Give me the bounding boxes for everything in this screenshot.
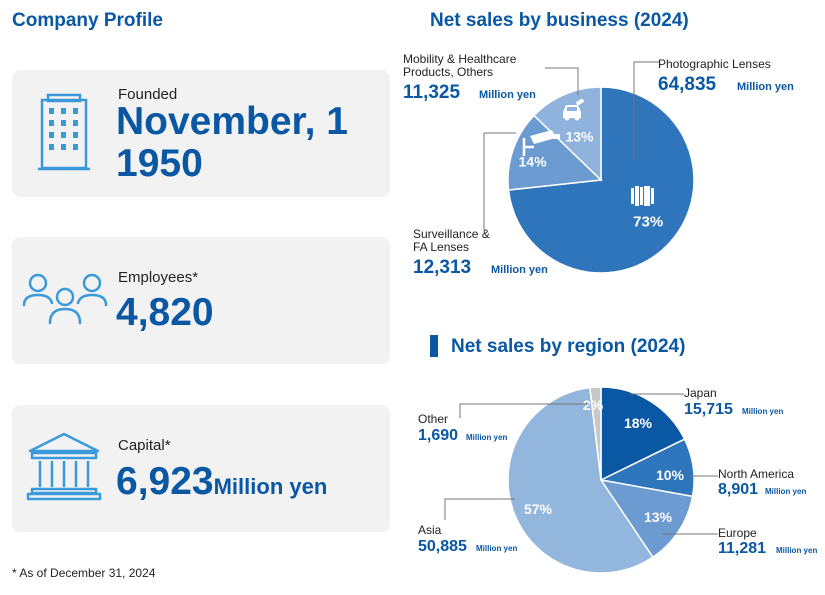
employees-card: Employees* 4,820 [12, 237, 390, 364]
region-value-4: 1,690 [418, 427, 458, 444]
camera-icon [522, 130, 560, 156]
region-value-3: 50,885 [418, 538, 467, 555]
business-value-2: 11,325 [403, 82, 460, 103]
business-value-1: 12,313 [413, 257, 471, 278]
capital-value: 6,923 [116, 460, 214, 503]
region-unit-2: Million yen [776, 546, 817, 555]
employees-label: Employees* [118, 269, 199, 286]
region-label-3: Asia [418, 523, 442, 537]
founded-value-line1: November, 1 [116, 100, 348, 143]
region-pct-3: 57% [524, 501, 553, 517]
employees-value: 4,820 [116, 291, 214, 334]
region-pct-1: 10% [656, 467, 685, 483]
business-pct-1: 14% [519, 154, 548, 170]
business-label-2a: Mobility & Healthcare [403, 52, 517, 66]
leader-line-2 [545, 67, 579, 95]
business-pct-0: 73% [633, 214, 663, 231]
business-unit-2: Million yen [479, 89, 536, 101]
business-chart-title: Net sales by business (2024) [430, 10, 689, 31]
region-unit-0: Million yen [742, 407, 783, 416]
region-label-2: Europe [718, 526, 757, 540]
capital-value-row: 6,923Million yen [116, 462, 327, 501]
region-chart-title: Net sales by region (2024) [451, 336, 686, 357]
region-unit-1: Million yen [765, 487, 806, 496]
lens-icon [631, 186, 654, 206]
region-value-0: 15,715 [684, 401, 733, 418]
region-label-1: North America [718, 467, 794, 481]
car-icon [563, 99, 584, 121]
region-value-2: 11,281 [718, 540, 766, 557]
region-label-4: Other [418, 412, 448, 426]
region-value-1: 8,901 [718, 481, 758, 498]
capital-unit: Million yen [213, 474, 328, 499]
region-slice-4 [589, 386, 602, 481]
founded-value-line2: 1950 [116, 142, 203, 185]
region-leader-3 [444, 498, 515, 520]
building-icon [38, 93, 90, 171]
founded-card: Founded November, 1 1950 [12, 70, 390, 197]
region-title-marker [430, 335, 438, 357]
region-pct-4: 2% [583, 397, 604, 413]
leader-line-1 [483, 132, 516, 230]
capital-card: Capital* 6,923Million yen [12, 405, 390, 532]
region-unit-4: Million yen [466, 433, 507, 442]
region-pct-0: 18% [624, 415, 653, 431]
business-unit-1: Million yen [491, 264, 548, 276]
business-label-2b: Products, Others [403, 65, 493, 79]
business-slice-1 [507, 114, 603, 191]
capital-label: Capital* [118, 437, 171, 454]
business-pct-2: 13% [565, 128, 594, 144]
people-icon [22, 273, 108, 325]
region-pct-2: 13% [644, 509, 673, 525]
bank-icon [26, 432, 102, 501]
business-label-0: Photographic Lenses [658, 57, 771, 71]
company-profile-title: Company Profile [12, 10, 163, 31]
founded-label: Founded [118, 86, 178, 103]
business-slice-2 [532, 86, 602, 182]
region-slice-2 [599, 478, 694, 559]
region-label-0: Japan [684, 386, 717, 400]
business-value-0: 64,835 [658, 74, 717, 95]
footnote: * As of December 31, 2024 [12, 566, 156, 580]
region-leader-4 [459, 403, 589, 418]
business-label-1b: FA Lenses [413, 240, 469, 254]
leader-line-0 [633, 61, 660, 160]
region-slice-0 [600, 386, 686, 482]
business-unit-0: Million yen [737, 81, 794, 93]
business-label-1a: Surveillance & [413, 227, 490, 241]
region-unit-3: Million yen [476, 544, 517, 553]
